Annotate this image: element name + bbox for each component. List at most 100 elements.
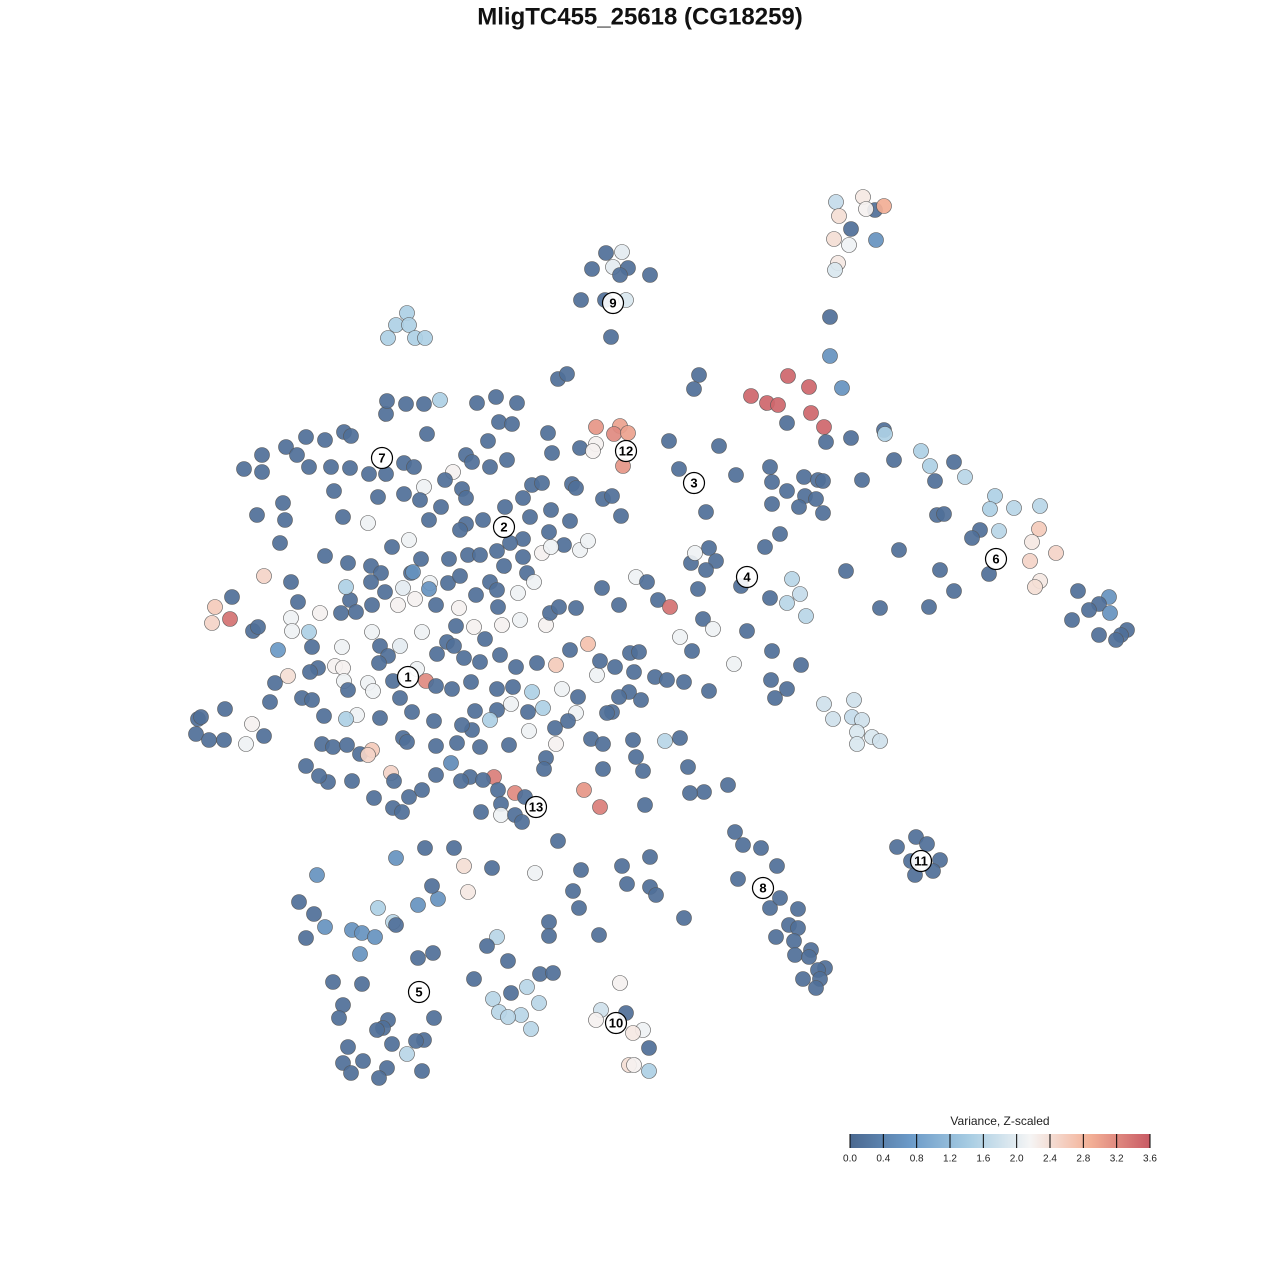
- point: [815, 505, 831, 521]
- point: [469, 395, 485, 411]
- point: [515, 531, 531, 547]
- point: [603, 329, 619, 345]
- point: [370, 900, 386, 916]
- point: [671, 461, 687, 477]
- point: [633, 692, 649, 708]
- point: [262, 694, 278, 710]
- point: [390, 597, 406, 613]
- point: [614, 244, 630, 260]
- point: [589, 667, 605, 683]
- point: [364, 597, 380, 613]
- point: [513, 1007, 529, 1023]
- point: [401, 317, 417, 333]
- point: [373, 565, 389, 581]
- point: [425, 945, 441, 961]
- point: [207, 599, 223, 615]
- point: [489, 543, 505, 559]
- point: [343, 1065, 359, 1081]
- point: [790, 901, 806, 917]
- point: [711, 438, 727, 454]
- points: [188, 189, 1135, 1086]
- point: [512, 612, 528, 628]
- point: [451, 600, 467, 616]
- point: [333, 605, 349, 621]
- point: [801, 379, 817, 395]
- point: [407, 591, 423, 607]
- point: [573, 292, 589, 308]
- point: [449, 735, 465, 751]
- point: [595, 761, 611, 777]
- point: [772, 890, 788, 906]
- point: [613, 508, 629, 524]
- cluster-label: 6: [992, 551, 999, 566]
- point: [466, 971, 482, 987]
- point: [635, 763, 651, 779]
- point: [490, 782, 506, 798]
- point: [428, 767, 444, 783]
- point: [828, 194, 844, 210]
- point: [796, 469, 812, 485]
- point: [592, 799, 608, 815]
- point: [527, 865, 543, 881]
- point: [372, 710, 388, 726]
- point: [768, 929, 784, 945]
- point: [705, 621, 721, 637]
- point: [302, 664, 318, 680]
- point: [779, 595, 795, 611]
- point: [401, 532, 417, 548]
- point: [540, 425, 556, 441]
- colorbar-tick-label: 3.2: [1110, 1154, 1124, 1165]
- point: [491, 414, 507, 430]
- point: [370, 489, 386, 505]
- cluster-label: 12: [619, 443, 633, 458]
- point: [413, 551, 429, 567]
- point: [684, 643, 700, 659]
- point: [701, 540, 717, 556]
- point: [463, 674, 479, 690]
- point: [484, 860, 500, 876]
- point: [815, 473, 831, 489]
- point: [580, 636, 596, 652]
- point: [637, 797, 653, 813]
- point: [414, 782, 430, 798]
- point: [1070, 583, 1086, 599]
- point: [480, 433, 496, 449]
- point: [369, 1022, 385, 1038]
- point: [406, 459, 422, 475]
- point: [841, 237, 857, 253]
- point: [503, 985, 519, 1001]
- point: [377, 584, 393, 600]
- point: [290, 594, 306, 610]
- point: [560, 713, 576, 729]
- point: [936, 506, 952, 522]
- point: [388, 917, 404, 933]
- point: [500, 1009, 516, 1025]
- point: [545, 965, 561, 981]
- point: [991, 523, 1007, 539]
- point: [340, 555, 356, 571]
- point: [365, 683, 381, 699]
- cluster-marker: [370, 446, 394, 470]
- point: [414, 624, 430, 640]
- point: [339, 737, 355, 753]
- point: [399, 1046, 415, 1062]
- point: [301, 624, 317, 640]
- point: [443, 755, 459, 771]
- point: [458, 490, 474, 506]
- point: [588, 1012, 604, 1028]
- point: [275, 495, 291, 511]
- point: [410, 950, 426, 966]
- point: [421, 581, 437, 597]
- point: [827, 262, 843, 278]
- point: [437, 472, 453, 488]
- point: [676, 910, 692, 926]
- point: [298, 930, 314, 946]
- point: [922, 458, 938, 474]
- point: [695, 611, 711, 627]
- point: [419, 426, 435, 442]
- point: [642, 267, 658, 283]
- point: [394, 804, 410, 820]
- cluster-label: 7: [378, 450, 385, 465]
- point: [626, 1057, 642, 1073]
